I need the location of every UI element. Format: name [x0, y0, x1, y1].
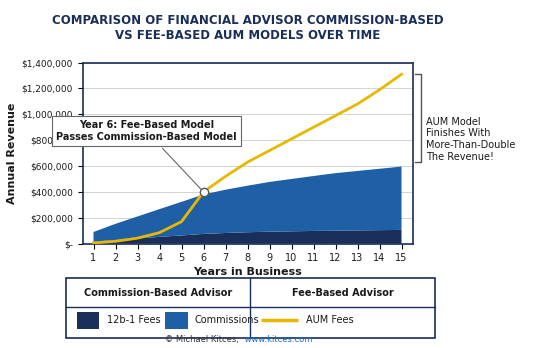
Text: Commissions: Commissions	[195, 315, 260, 325]
Text: www.kitces.com: www.kitces.com	[242, 335, 312, 344]
Bar	[77, 312, 99, 329]
Text: © Michael Kitces,: © Michael Kitces,	[165, 335, 239, 344]
X-axis label: Years in Business: Years in Business	[193, 268, 302, 277]
Text: Year 6: Fee-Based Model
Passes Commission-Based Model: Year 6: Fee-Based Model Passes Commissio…	[56, 120, 236, 190]
Text: Fee-Based Advisor: Fee-Based Advisor	[292, 287, 393, 298]
Text: AUM Model
Finishes With
More-Than-Double
The Revenue!: AUM Model Finishes With More-Than-Double…	[426, 117, 516, 161]
Bar	[166, 312, 188, 329]
Text: AUM Fees: AUM Fees	[306, 315, 353, 325]
Text: Commission-Based Advisor: Commission-Based Advisor	[84, 287, 232, 298]
FancyBboxPatch shape	[66, 278, 434, 338]
Text: 12b-1 Fees: 12b-1 Fees	[107, 315, 160, 325]
Text: COMPARISON OF FINANCIAL ADVISOR COMMISSION-BASED
VS FEE-BASED AUM MODELS OVER TI: COMPARISON OF FINANCIAL ADVISOR COMMISSI…	[52, 14, 443, 42]
Y-axis label: Annual Revenue: Annual Revenue	[7, 102, 17, 204]
